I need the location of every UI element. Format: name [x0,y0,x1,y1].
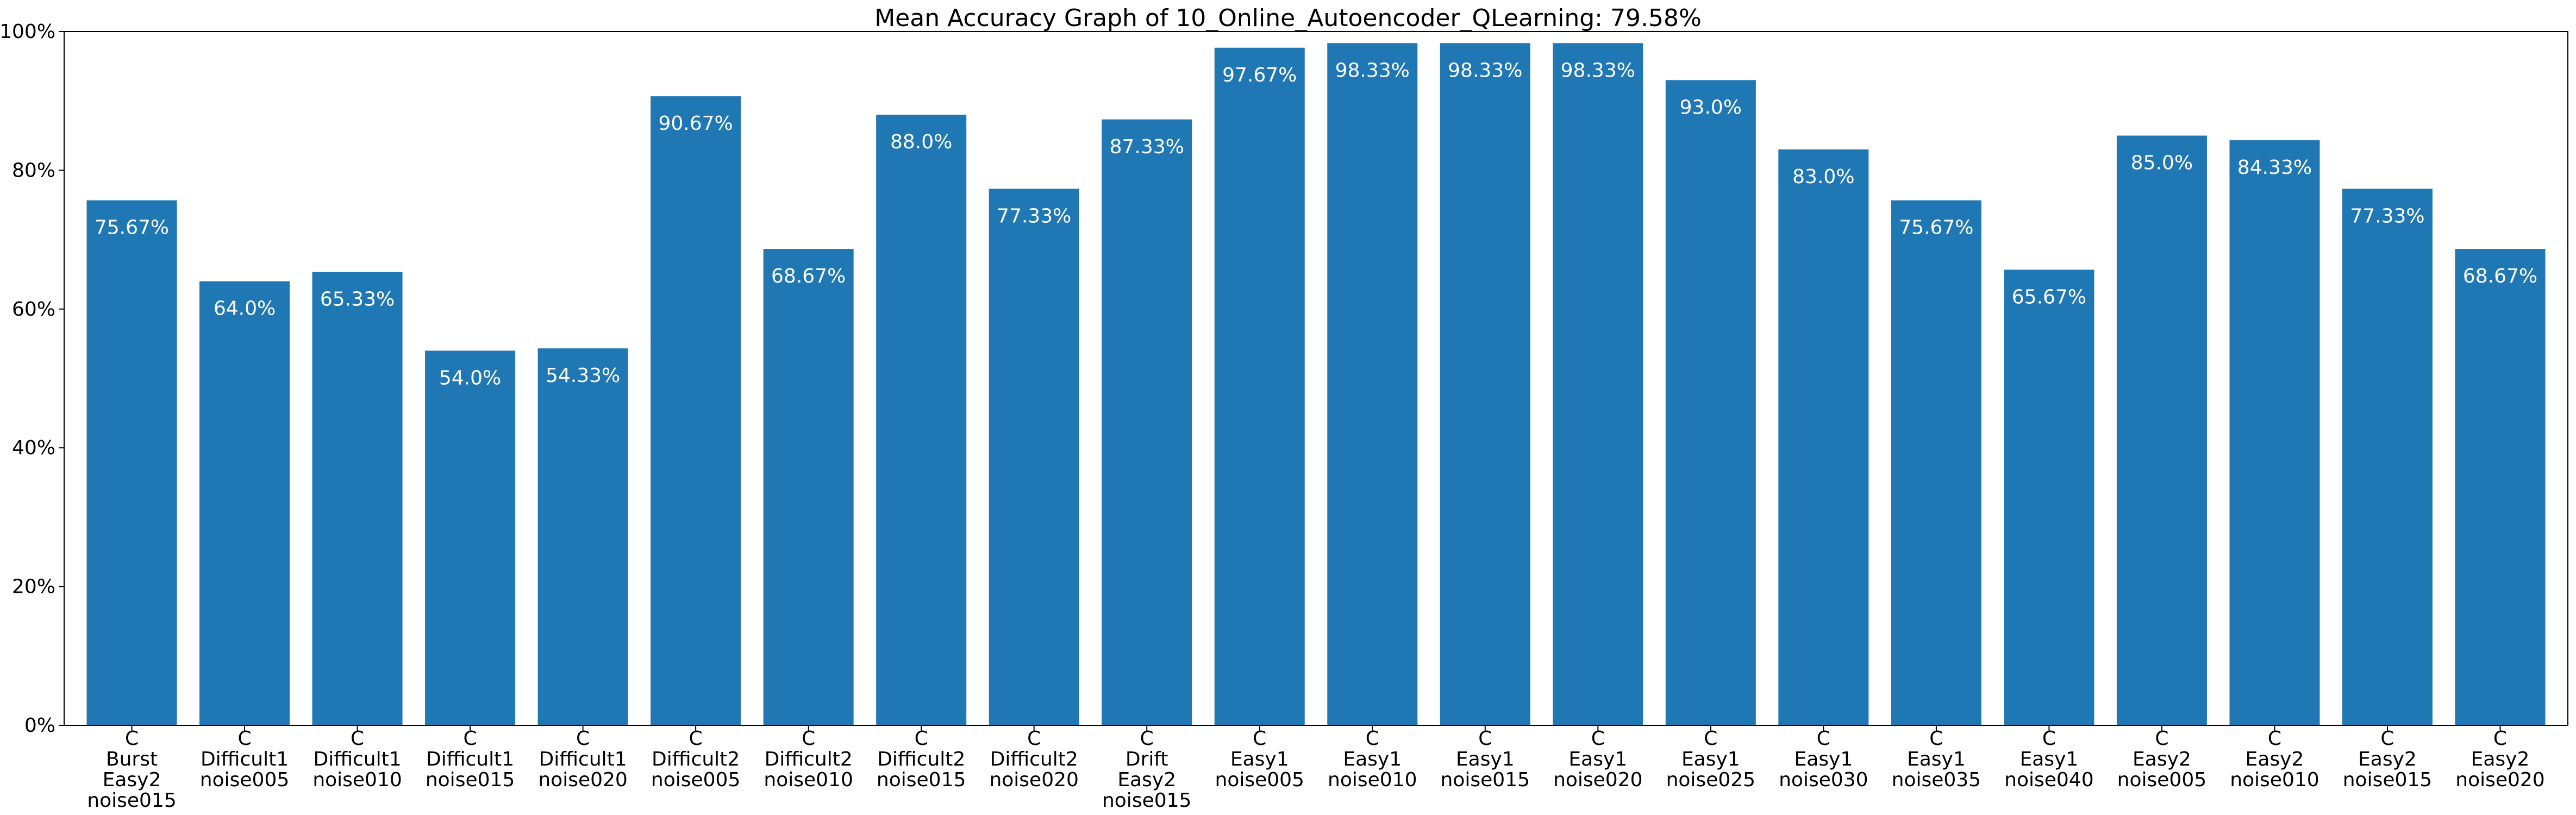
x-tick-label: C Easy1 noise015 [1441,728,1530,791]
bar-value-label: 68.67% [2463,265,2537,287]
bar [2342,189,2433,725]
bar-value-label: 77.33% [997,205,1071,227]
x-tick-label: C Difficult2 noise015 [877,728,966,791]
bar-value-label: 65.33% [320,289,395,311]
bar [1102,119,1192,725]
bar [1440,43,1530,725]
x-tick-label: C Easy2 noise020 [2455,728,2544,791]
x-tick-label: C Difficult2 noise010 [764,728,853,791]
y-tick-label: 40% [12,437,55,459]
x-tick-label: C Easy2 noise010 [2230,728,2319,791]
x-tick-label: C Difficult1 noise015 [426,728,515,791]
y-tick-label: 0% [24,714,55,737]
bars [86,43,2546,726]
x-tick-label: C Easy1 noise005 [1215,728,1304,791]
bar [876,115,967,726]
bar-value-label: 83.0% [1792,166,1854,188]
bar [989,189,1079,725]
x-tick-label: C Burst Easy2 noise015 [87,728,176,812]
bar [1327,43,1418,725]
y-tick-label: 80% [12,159,55,181]
bar-value-label: 87.33% [1110,136,1184,158]
bar-value-label: 65.67% [2012,286,2086,308]
bar [1214,47,1305,725]
bar [537,348,628,725]
x-tick-label: C Difficult2 noise020 [989,728,1078,791]
y-tick-label: 100% [0,21,55,43]
axes [59,31,2501,731]
x-tick-label: C Easy1 noise020 [1553,728,1642,791]
x-tick-label: C Easy1 noise040 [2004,728,2093,791]
x-tick-label: C Difficult1 noise020 [538,728,627,791]
bar-value-label: 68.67% [771,265,846,287]
bar [2455,249,2546,725]
x-tick-labels: C Burst Easy2 noise015 C Difficult1 noise005 C D… [87,728,2544,812]
bar-value-label: 54.33% [546,365,620,387]
data-labels: 75.67% 64.0% 65.33% 54.0% 54.33% 90.67% 68.67%… [95,59,2537,389]
x-tick-label: C Difficult1 noise005 [200,728,289,791]
bar [425,350,516,725]
x-tick-label: C Difficult2 noise005 [651,728,740,791]
x-tick-label: C Easy2 noise005 [2117,728,2206,791]
plot-frame [64,31,2568,726]
bar [1891,200,1981,725]
bar-value-label: 97.67% [1222,64,1297,86]
bar-value-label: 75.67% [95,217,169,239]
bar-value-label: 98.33% [1561,59,1635,82]
bar [86,200,177,725]
bar-value-label: 85.0% [2131,152,2193,174]
x-tick-label: C Easy1 noise030 [1779,728,1868,791]
bar-value-label: 98.33% [1448,59,1522,82]
bar [2229,140,2320,725]
bar [651,96,741,726]
bar-value-label: 54.0% [439,367,501,389]
x-tick-label: C Easy1 noise010 [1328,728,1417,791]
bar-value-label: 98.33% [1335,59,1410,82]
bar [1553,43,1643,725]
bar [1665,80,1756,725]
bar-value-label: 77.33% [2350,205,2424,227]
x-tick-label: C Difficult1 noise010 [312,728,402,791]
bar-value-label: 93.0% [1680,96,1742,118]
bar-value-label: 90.67% [658,112,733,135]
chart-title: Mean Accuracy Graph of 10_Online_Autoenc… [874,4,1702,32]
y-tick-labels: 0% 20% 40% 60% 80% 100% [0,21,55,737]
bar [312,272,403,725]
x-tick-label: C Drift Easy2 noise015 [1102,728,1191,812]
bar-value-label: 88.0% [890,131,952,153]
bar-value-label: 75.67% [1899,217,1973,239]
y-tick-label: 20% [12,576,55,598]
x-tick-label: C Easy1 noise025 [1666,728,1755,791]
y-tick-label: 60% [12,298,55,321]
bar-value-label: 64.0% [214,298,276,320]
bar [2116,135,2207,725]
bar [1778,149,1869,726]
bar [199,281,290,725]
x-tick-label: C Easy2 noise015 [2343,728,2432,791]
x-tick-label: C Easy1 noise035 [1892,728,1981,791]
bar [763,249,854,725]
bar-value-label: 84.33% [2237,156,2312,179]
bar [2004,269,2094,725]
